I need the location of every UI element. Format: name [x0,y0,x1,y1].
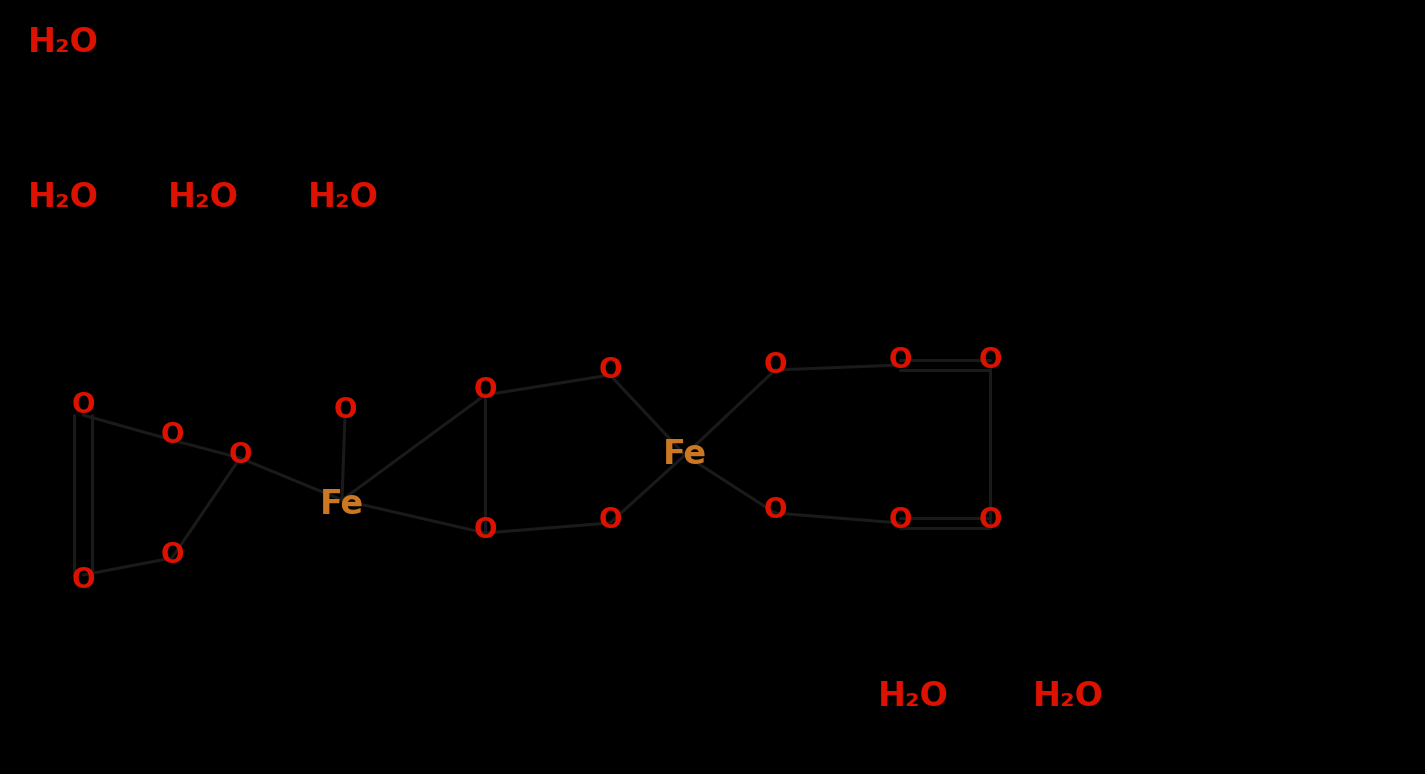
Text: O: O [598,506,621,534]
Text: H₂O: H₂O [1033,680,1104,714]
Text: O: O [598,356,621,384]
Text: H₂O: H₂O [878,680,949,714]
Text: O: O [333,396,356,424]
Text: O: O [888,506,912,534]
Text: O: O [473,376,497,404]
Text: O: O [764,351,787,379]
Text: O: O [160,421,184,449]
Text: O: O [888,346,912,374]
Text: H₂O: H₂O [28,180,98,214]
Text: H₂O: H₂O [168,180,239,214]
Text: O: O [71,391,94,419]
Text: H₂O: H₂O [28,26,98,59]
Text: Fe: Fe [321,488,363,522]
Text: Fe: Fe [663,439,707,471]
Text: H₂O: H₂O [308,180,379,214]
Text: O: O [228,441,252,469]
Text: O: O [160,541,184,569]
Text: O: O [978,506,1002,534]
Text: O: O [71,566,94,594]
Text: O: O [764,496,787,524]
Text: O: O [978,346,1002,374]
Text: O: O [473,516,497,544]
